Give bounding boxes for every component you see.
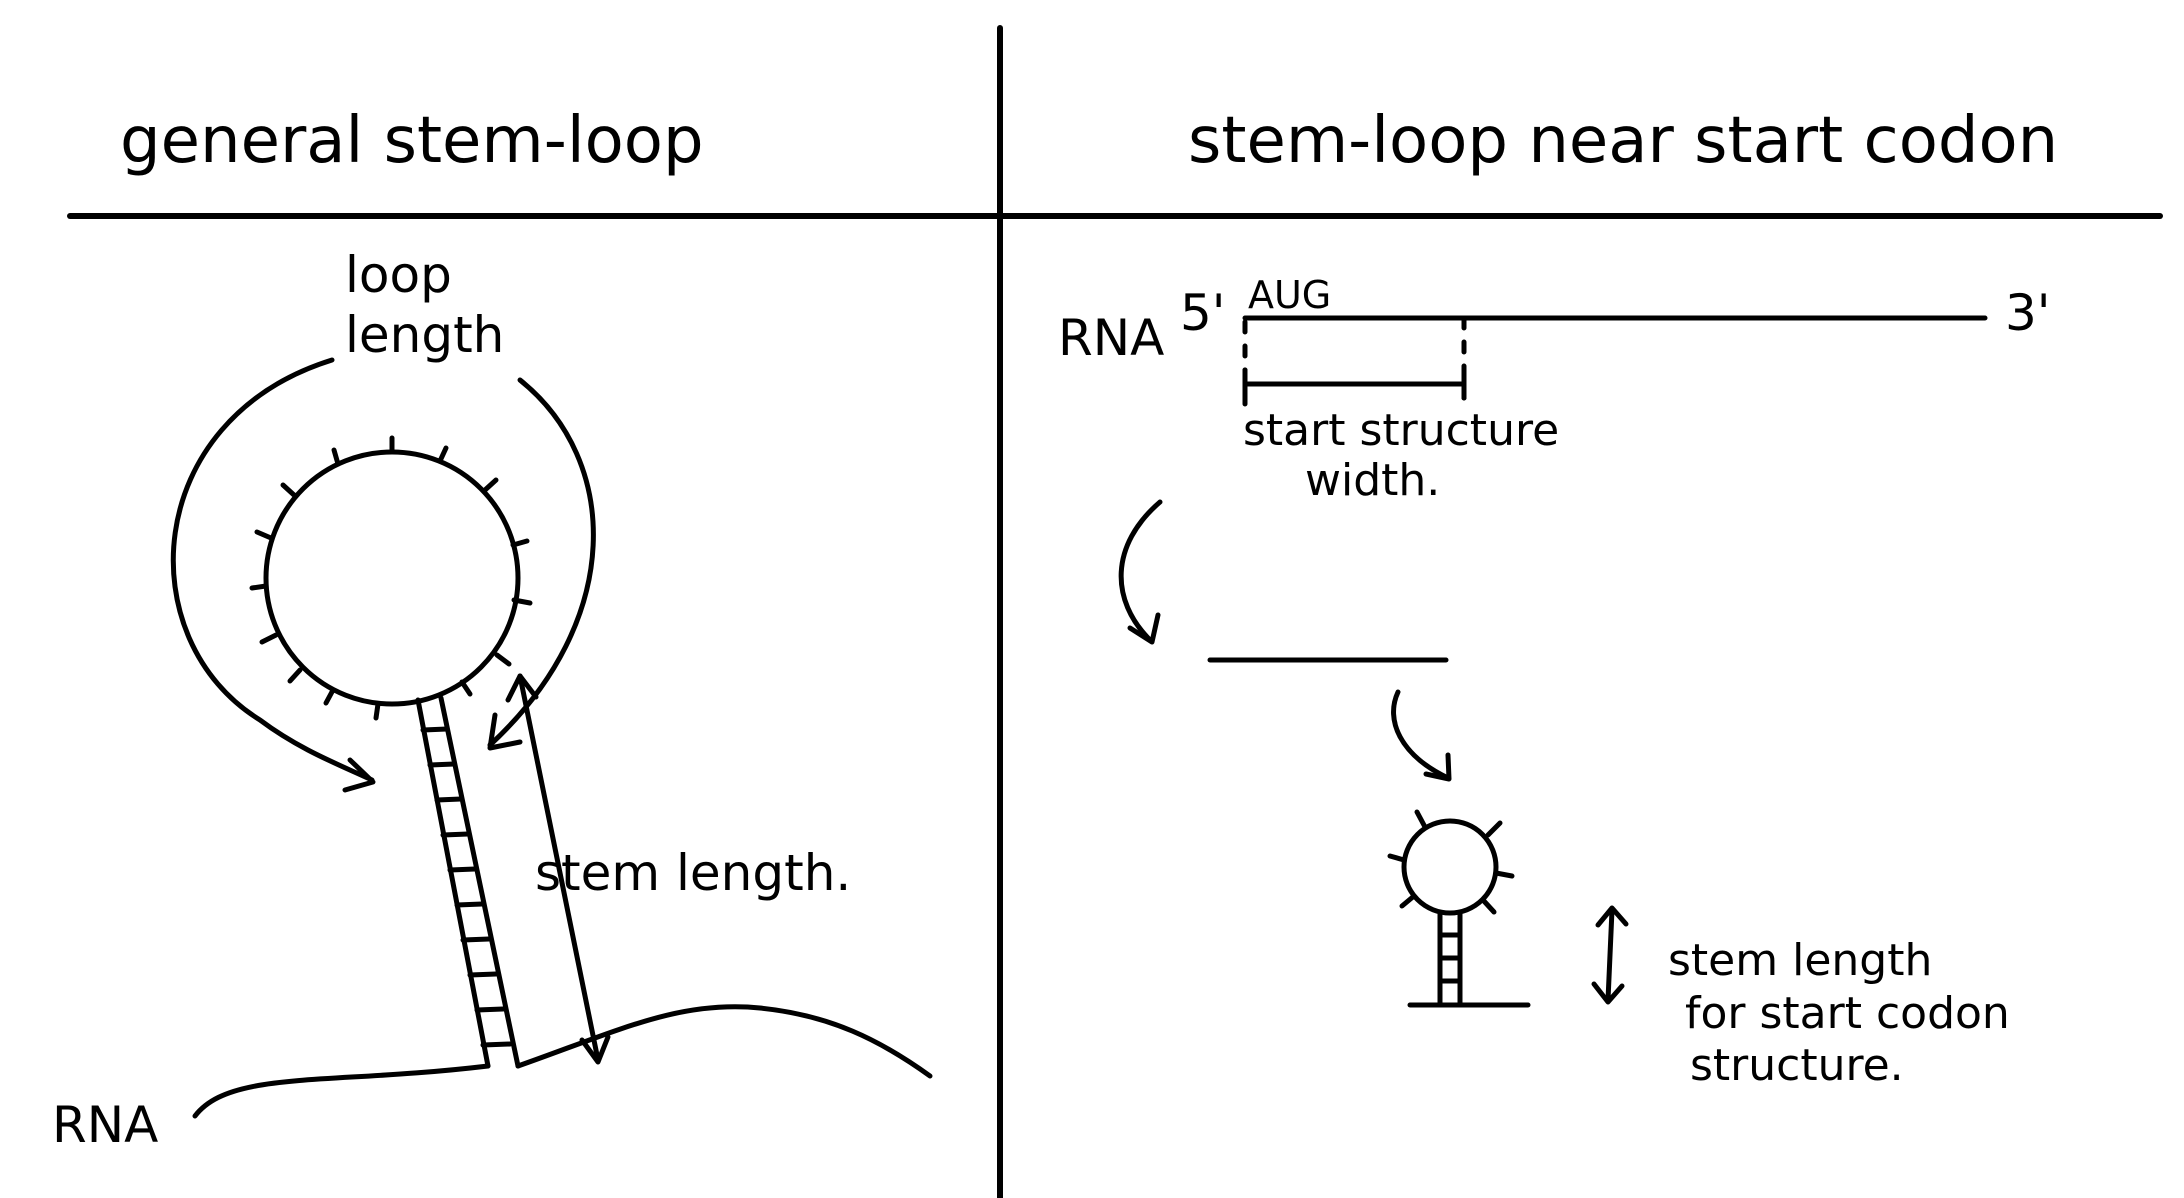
transition-arrowhead-1 [1127,612,1161,645]
stem-length-arrow-right [1605,907,1615,1003]
loop-nucleotide-ticks [249,435,533,721]
five-prime-label: 5' [1180,284,1226,342]
transition-arrow-2 [1391,689,1451,781]
stem-length-arrow [517,673,601,1063]
three-prime-label: 3' [2005,284,2051,342]
right-panel: stem-loop near start codon RNA 5' AUG 3'… [1058,104,2058,1091]
stem-length-arrowhead-right-top [1595,905,1629,928]
stem-length-arrowhead-right-bottom [1591,981,1625,1005]
loop-circle [263,449,521,707]
loop-length-arrowhead-left [342,757,376,793]
start-structure-width-label-line1: start structure [1243,405,1559,456]
stem-base-pairs [420,726,513,1048]
small-stem-base-pairs [1437,932,1463,984]
loop-length-arc-right [487,377,596,748]
loop-length-label-line2: length [345,306,504,364]
stem-right-rail [438,695,521,1069]
start-codon-label: AUG [1248,273,1331,317]
rna-label-left: RNA [52,1096,158,1154]
stem-length-label: stem length. [535,844,851,902]
transition-arrowhead-2 [1423,752,1452,782]
start-structure-width-label-line2: width. [1305,455,1440,506]
rna-backbone-right [515,1004,933,1079]
small-loop-ticks [1387,809,1515,915]
stem-length-arrowhead-top [505,673,539,703]
stem-left-rail [415,697,491,1069]
loop-length-arc [170,357,375,783]
left-panel-title: general stem-loop [120,104,704,178]
right-panel-title: stem-loop near start codon [1188,104,2058,178]
start-codon-stem-label-line2: for start codon [1685,988,2010,1039]
small-loop-circle [1401,818,1499,916]
loop-length-label-line1: loop [345,246,452,304]
left-panel: general stem-loop loop length [52,104,933,1154]
transition-arrow-1 [1118,499,1163,643]
rna-backbone-left [192,1063,491,1119]
start-codon-stem-label-line1: stem length [1668,935,1932,986]
loop-length-arrowhead-right [487,712,523,751]
start-codon-stem-label-line3: structure. [1690,1040,1904,1091]
stem-length-arrowhead-bottom [579,1034,611,1065]
rna-label-right: RNA [1058,309,1164,367]
